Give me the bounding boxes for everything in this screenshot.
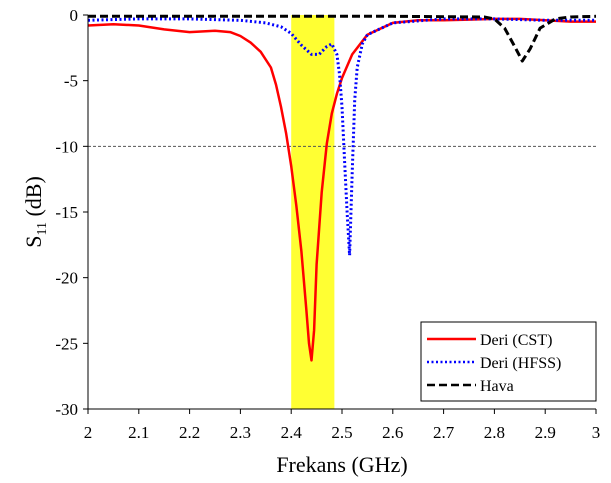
y-axis-title-subscript: 11	[35, 222, 50, 235]
x-tick-label: 2.7	[433, 423, 455, 442]
legend-label-hfss: Deri (HFSS)	[480, 355, 561, 372]
y-axis-title: S11 (dB)	[21, 176, 50, 248]
x-tick-label: 2.2	[179, 423, 200, 442]
series-line-1	[87, 17, 596, 257]
y-axis-title-prefix: S	[21, 236, 46, 248]
legend: Deri (CST) Deri (HFSS) Hava	[420, 321, 597, 402]
series-line-0	[87, 17, 596, 362]
y-tick-label: -30	[55, 400, 78, 419]
y-tick-label: -5	[64, 72, 78, 91]
x-tick-label: 2.1	[128, 423, 149, 442]
x-tick-label: 2.6	[382, 423, 403, 442]
x-axis-title: Frekans (GHz)	[276, 452, 407, 477]
series-line-2	[88, 14, 597, 63]
series-layer	[87, 14, 597, 362]
legend-label-cst: Deri (CST)	[480, 332, 552, 349]
legend-label-hava: Hava	[480, 378, 514, 395]
y-tick-label: 0	[70, 6, 79, 25]
y-axis-title-suffix: (dB)	[21, 176, 46, 222]
x-tick-label: 2.8	[484, 423, 505, 442]
x-tick-label: 2.3	[230, 423, 251, 442]
y-tick-label: -10	[55, 137, 78, 156]
x-tick-label: 2.4	[281, 423, 303, 442]
y-tick-label: -25	[55, 334, 78, 353]
y-tick-label: -20	[55, 269, 78, 288]
axis-layer	[83, 14, 597, 414]
x-tick-label: 2.9	[535, 423, 556, 442]
x-tick-label: 2.5	[331, 423, 352, 442]
tick-label-layer: 2 2.1 2.2 2.3 2.4 2.5 2.6 2.7 2.8 2.9 3 0 -5 -10 -15 -2…	[55, 6, 600, 442]
y-tick-label: -15	[55, 203, 78, 222]
x-tick-label: 3	[592, 423, 601, 442]
x-tick-label: 2	[84, 423, 93, 442]
